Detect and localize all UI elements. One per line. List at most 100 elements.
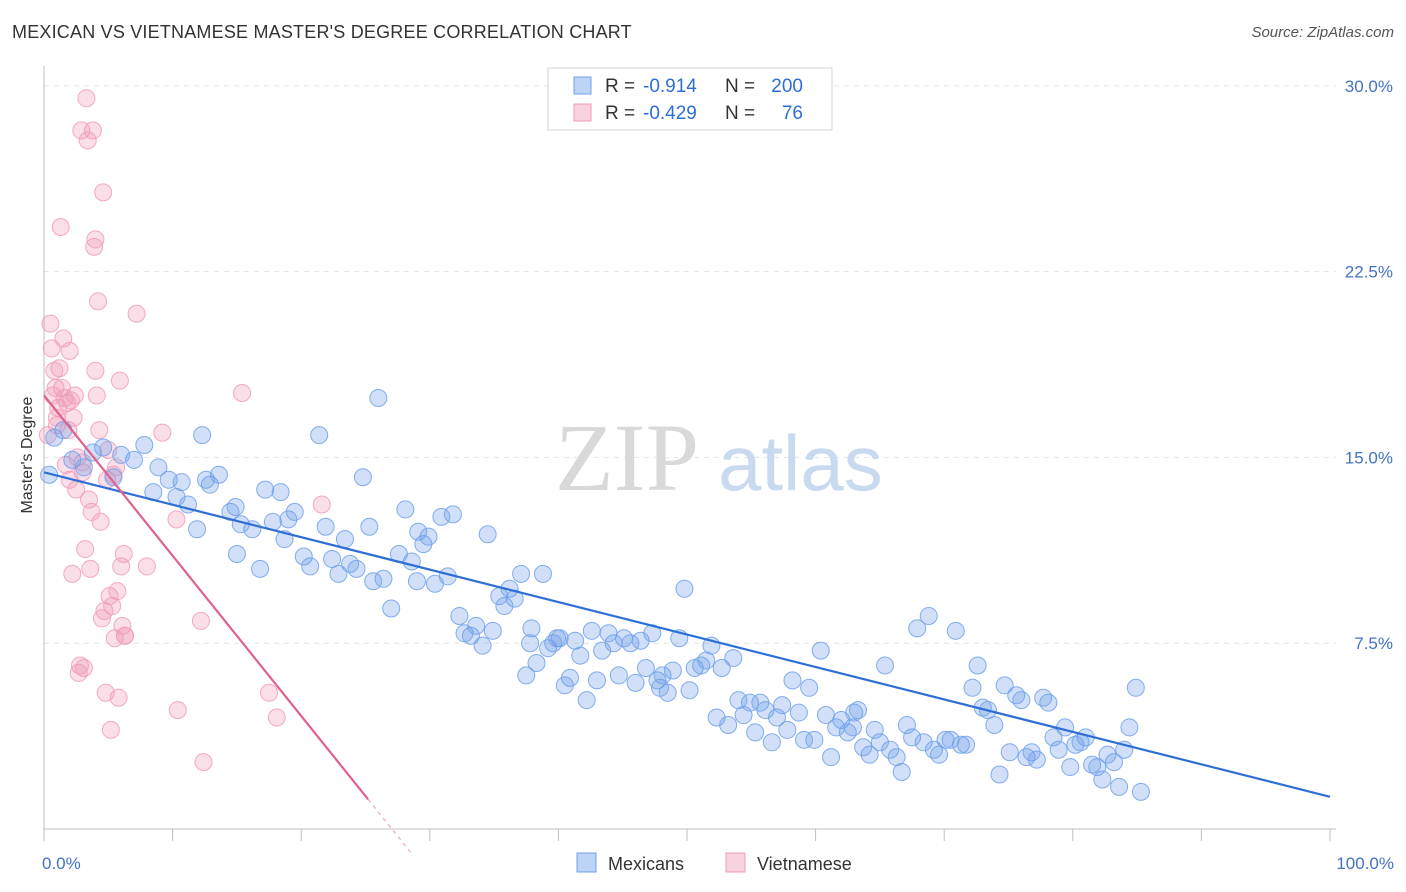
mexicans-point-73 [527,654,546,673]
mexicans-point-17 [188,520,207,539]
mexicans-point-143 [908,619,927,638]
legend-top: R = -0.914 N = 200 R = -0.429 N = 76 [547,67,833,131]
mexicans-point-44 [360,517,379,536]
vietnamese-point-69 [267,708,286,727]
mexicans-point-119 [778,720,797,739]
vietnamese-point-75 [116,626,135,645]
mexicans-point-32 [279,510,298,529]
mexicans-point-25 [227,545,246,564]
mexicans-point-144 [914,733,933,752]
mexicans-point-118 [773,696,792,715]
mexicans-point-133 [854,738,873,757]
vietnamese-point-53 [108,582,127,601]
mexicans-point-169 [1049,740,1068,759]
mexicans-point-9 [125,450,144,469]
vietnamese-point-30 [78,131,97,150]
mexicans-point-21 [209,465,228,484]
vietnamese-point-28 [76,540,95,559]
mexicans-point-67 [495,597,514,616]
mexicans-point-64 [478,525,497,544]
vietnamese-point-64 [168,701,187,720]
mexicans-point-39 [329,564,348,583]
legend-bottom-label-vietnamese: Vietnamese [757,854,852,874]
mexicans-point-150 [946,621,965,640]
mexicans-point-59 [450,606,469,625]
mexicans-point-116 [762,733,781,752]
legend-bottom-swatch-vietnamese [725,852,746,873]
mexicans-point-19 [193,426,212,445]
mexicans-point-127 [822,748,841,767]
chart-title: MEXICAN VS VIETNAMESE MASTER'S DEGREE CO… [12,22,632,42]
vietnamese-trend-extension [367,798,413,855]
mexicans-point-43 [353,468,372,487]
mexicans-point-189 [409,522,428,541]
mexicans-point-180 [1110,777,1129,796]
vietnamese-point-36 [86,361,105,380]
mexicans-point-183 [1126,678,1145,697]
mexicans-point-134 [860,745,879,764]
mexicans-point-81 [571,646,590,665]
mexicans-point-52 [407,572,426,591]
mexicans-point-70 [512,564,531,583]
legend-n-label-1: N = [725,103,755,124]
vietnamese-point-9 [51,218,70,237]
x-tick-label-100: 100.0% [1336,854,1394,873]
mexicans-point-186 [650,678,669,697]
mexicans-point-188 [521,634,540,653]
mexicans-point-182 [1120,718,1139,737]
legend-bottom: Mexicans Vietnamese [576,852,852,874]
mexicans-point-93 [636,658,655,677]
mexicans-point-5 [83,443,102,462]
vietnamese-point-60 [127,304,146,323]
mexicans-point-47 [374,569,393,588]
legend-r-value-0: -0.914 [643,76,697,97]
mexicans-point-98 [663,661,682,680]
vietnamese-point-16 [60,341,79,360]
mexicans-point-157 [985,715,1004,734]
vietnamese-point-33 [82,502,101,521]
mexicans-point-35 [301,557,320,576]
trend-lines [43,394,1331,855]
vietnamese-point-66 [194,753,213,772]
mexicans-point-88 [609,666,628,685]
y-tick-label-3: 30.0% [1345,77,1393,96]
mexicans-point-179 [1104,753,1123,772]
vietnamese-point-68 [260,683,279,702]
mexicans-point-175 [1083,755,1102,774]
mexicans-point-162 [1012,691,1031,710]
vietnamese-point-39 [90,421,109,440]
vietnamese-point-62 [153,423,172,442]
vietnamese-point-63 [167,510,186,529]
mexicans-point-136 [870,733,889,752]
mexicans-point-130 [838,723,857,742]
mexicans-point-142 [903,728,922,747]
mexicans-point-91 [626,673,645,692]
mexicans-trend-line [43,471,1331,798]
mexicans-point-34 [294,547,313,566]
mexicans-point-33 [285,502,304,521]
mexicans-point-38 [323,549,342,568]
mexicans-point-56 [432,507,451,526]
mexicans-point-6 [94,438,113,457]
mexicans-point-172 [1066,735,1085,754]
mexicans-point-187 [548,629,567,648]
mexicans-point-37 [316,517,335,536]
vietnamese-point-5 [46,379,65,398]
vietnamese-points [38,89,331,772]
mexicans-point-145 [919,606,938,625]
mexicans-point-72 [522,619,541,638]
mexicans-point-140 [892,763,911,782]
mexicans-point-28 [256,480,275,499]
legend-r-value-1: -0.429 [643,103,697,124]
mexicans-point-10 [135,436,154,455]
mexicans-point-62 [467,616,486,635]
legend-r-label-0: R = [605,76,635,97]
mexicans-point-171 [1061,758,1080,777]
mexicans-point-65 [483,621,502,640]
legend-box [547,67,833,131]
mexicans-point-63 [473,636,492,655]
legend-swatch-vietnamese [573,103,592,122]
mexicans-point-95 [648,671,667,690]
mexicans-point-1 [45,428,64,447]
vietnamese-point-34 [83,121,102,140]
